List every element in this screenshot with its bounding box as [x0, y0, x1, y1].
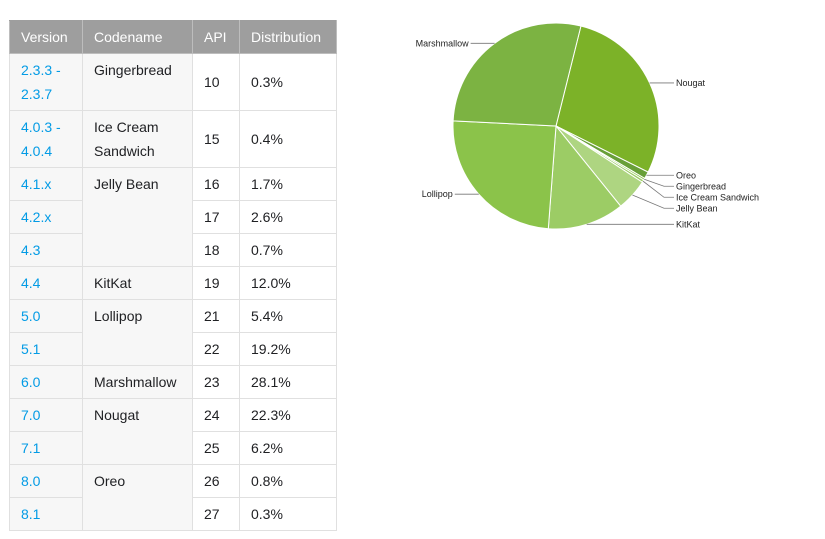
table-row: 7.1 25 6.2% [9, 431, 337, 465]
api-cell: 16 [192, 167, 240, 201]
pie-slice-kitkat[interactable] [547, 124, 622, 230]
codename-cell: KitKat [82, 266, 193, 300]
api-cell: 19 [192, 266, 240, 300]
version-link[interactable]: 8.0 [21, 473, 41, 489]
table-row: 6.0 Marshmallow 23 28.1% [9, 365, 337, 399]
api-cell: 26 [192, 464, 240, 498]
distribution-cell: 0.4% [239, 110, 337, 168]
version-link[interactable]: 7.0 [21, 407, 41, 423]
table-row: 8.0 Oreo 26 0.8% [9, 464, 337, 531]
pie-label-marshmallow: Marshmallow [416, 38, 470, 48]
table-row: 5.0 Lollipop 21 5.4% [9, 299, 337, 366]
distribution-cell: 6.2% [239, 431, 337, 465]
header-api: API [192, 20, 240, 54]
pie-leader-gingerbread [644, 178, 674, 187]
codename-cell: Gingerbread [82, 53, 193, 111]
distribution-cell: 5.4% [239, 299, 337, 333]
table-row: 4.3 18 0.7% [9, 233, 337, 267]
version-link[interactable]: 5.1 [21, 341, 41, 357]
version-link[interactable]: 4.2.x [21, 209, 52, 225]
version-cell: 7.0 [9, 398, 83, 432]
api-cell: 25 [192, 431, 240, 465]
codename-cell: Nougat [82, 398, 193, 465]
header-codename: Codename [82, 20, 193, 54]
version-cell: 2.3.3 -2.3.7 [9, 53, 83, 111]
pie-slice-lollipop[interactable] [452, 120, 557, 230]
table-header-row: Version Codename API Distribution [9, 20, 337, 54]
distribution-cell: 1.7% [239, 167, 337, 201]
api-cell: 21 [192, 299, 240, 333]
codename-cell: Lollipop [82, 299, 193, 366]
distribution-cell: 0.8% [239, 464, 337, 498]
distribution-cell: 19.2% [239, 332, 337, 366]
distribution-cell: 2.6% [239, 200, 337, 234]
table-row: 5.1 22 19.2% [9, 332, 337, 366]
api-cell: 15 [192, 110, 240, 168]
table-row: 8.1 27 0.3% [9, 497, 337, 531]
api-cell: 10 [192, 53, 240, 111]
pie-leader-ice-cream-sandwich [642, 180, 674, 198]
pie-label-ice-cream-sandwich: Ice Cream Sandwich [676, 192, 759, 202]
distribution-cell: 0.3% [239, 497, 337, 531]
codename-cell: Jelly Bean [82, 167, 193, 267]
table-row: 4.4 KitKat 19 12.0% [9, 266, 337, 300]
table-row: 4.2.x 17 2.6% [9, 200, 337, 234]
version-link[interactable]: 8.1 [21, 506, 41, 522]
version-cell: 5.0 [9, 299, 83, 333]
pie-label-gingerbread: Gingerbread [676, 181, 726, 191]
distribution-cell: 28.1% [239, 365, 337, 399]
version-cell: 4.4 [9, 266, 83, 300]
api-cell: 18 [192, 233, 240, 267]
api-cell: 24 [192, 398, 240, 432]
pie-label-kitkat: KitKat [676, 219, 701, 229]
table-row: 4.0.3 -4.0.4 Ice Cream Sandwich 15 0.4% [9, 110, 337, 168]
version-link[interactable]: 7.1 [21, 440, 41, 456]
version-link[interactable]: 4.0.3 -4.0.4 [21, 119, 61, 159]
pie-label-lollipop: Lollipop [422, 189, 453, 199]
version-link[interactable]: 6.0 [21, 374, 41, 390]
version-cell: 6.0 [9, 365, 83, 399]
version-link[interactable]: 4.4 [21, 275, 41, 291]
codename-cell: Oreo [82, 464, 193, 531]
distribution-cell: 0.7% [239, 233, 337, 267]
api-cell: 22 [192, 332, 240, 366]
distribution-cell: 22.3% [239, 398, 337, 432]
table-body: 2.3.3 -2.3.7 Gingerbread 10 0.3% 4.0.3 -4.0.… [9, 53, 337, 531]
pie-label-jelly-bean: Jelly Bean [676, 203, 718, 213]
api-cell: 27 [192, 497, 240, 531]
version-link[interactable]: 4.3 [21, 242, 41, 258]
table-row: 7.0 Nougat 24 22.3% [9, 398, 337, 465]
distribution-cell: 12.0% [239, 266, 337, 300]
table-row: 4.1.x Jelly Bean 16 1.7% [9, 167, 337, 267]
version-cell: 5.1 [9, 332, 83, 366]
pie-slices [452, 22, 660, 230]
header-distribution: Distribution [239, 20, 337, 54]
pie-leader-lines [454, 42, 674, 225]
version-cell: 4.1.x [9, 167, 83, 201]
distribution-cell: 0.3% [239, 53, 337, 111]
api-cell: 17 [192, 200, 240, 234]
distribution-table: Version Codename API Distribution 2.3.3 … [9, 20, 337, 531]
version-link[interactable]: 5.0 [21, 308, 41, 324]
version-cell: 8.1 [9, 497, 83, 531]
version-link[interactable]: 2.3.3 -2.3.7 [21, 62, 61, 102]
table-row: 2.3.3 -2.3.7 Gingerbread 10 0.3% [9, 53, 337, 111]
api-cell: 23 [192, 365, 240, 399]
pie-label-oreo: Oreo [676, 170, 696, 180]
pie-label-nougat: Nougat [676, 78, 706, 88]
version-cell: 7.1 [9, 431, 83, 465]
codename-cell: Ice Cream Sandwich [82, 110, 193, 168]
header-version: Version [9, 20, 83, 54]
pie-leader-jelly-bean [632, 194, 674, 209]
version-cell: 4.0.3 -4.0.4 [9, 110, 83, 168]
version-cell: 8.0 [9, 464, 83, 498]
version-cell: 4.3 [9, 233, 83, 267]
version-cell: 4.2.x [9, 200, 83, 234]
codename-cell: Marshmallow [82, 365, 193, 399]
version-link[interactable]: 4.1.x [21, 176, 52, 192]
